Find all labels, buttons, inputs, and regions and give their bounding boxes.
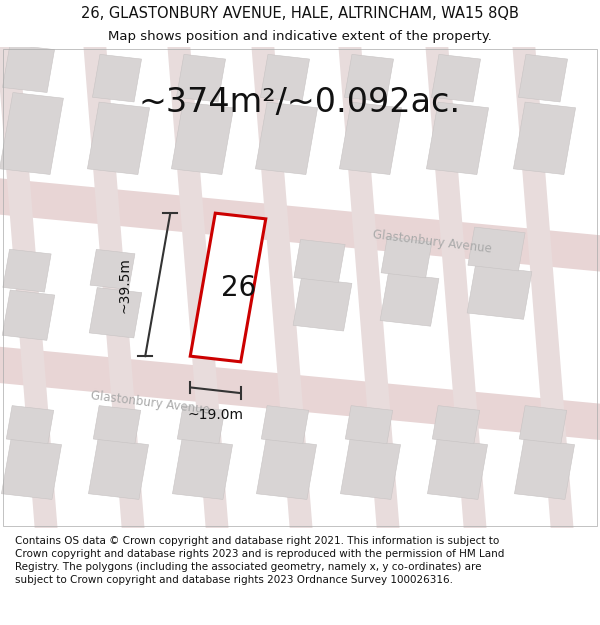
Polygon shape: [172, 439, 233, 499]
Polygon shape: [90, 249, 135, 289]
Polygon shape: [427, 102, 488, 174]
Text: 26, GLASTONBURY AVENUE, HALE, ALTRINCHAM, WA15 8QB: 26, GLASTONBURY AVENUE, HALE, ALTRINCHAM…: [81, 6, 519, 21]
Text: ~374m²/~0.092ac.: ~374m²/~0.092ac.: [139, 86, 461, 119]
Polygon shape: [468, 227, 525, 271]
Polygon shape: [0, 22, 59, 552]
Polygon shape: [514, 439, 575, 499]
Text: 26: 26: [221, 274, 256, 301]
Polygon shape: [293, 278, 352, 331]
Polygon shape: [256, 439, 317, 499]
Polygon shape: [467, 265, 532, 319]
Polygon shape: [432, 406, 480, 444]
Polygon shape: [2, 290, 55, 341]
Polygon shape: [3, 249, 51, 292]
Polygon shape: [340, 102, 401, 174]
Polygon shape: [1, 439, 62, 499]
Polygon shape: [89, 288, 142, 338]
Polygon shape: [0, 176, 600, 274]
Polygon shape: [176, 54, 226, 102]
Polygon shape: [92, 54, 142, 102]
Polygon shape: [172, 102, 233, 174]
Polygon shape: [166, 22, 230, 552]
Polygon shape: [88, 439, 149, 499]
Polygon shape: [256, 102, 317, 174]
Polygon shape: [519, 406, 567, 444]
Polygon shape: [337, 22, 401, 552]
Polygon shape: [82, 22, 146, 552]
Polygon shape: [88, 102, 149, 174]
Text: Glastonbury Avenue: Glastonbury Avenue: [372, 228, 492, 256]
Polygon shape: [424, 22, 488, 552]
Polygon shape: [381, 237, 432, 278]
Polygon shape: [0, 344, 600, 442]
Polygon shape: [177, 406, 225, 444]
Polygon shape: [344, 54, 394, 102]
Polygon shape: [345, 406, 393, 444]
Polygon shape: [250, 22, 314, 552]
Polygon shape: [511, 22, 575, 552]
Polygon shape: [261, 406, 309, 444]
Polygon shape: [380, 273, 439, 326]
Polygon shape: [0, 92, 64, 174]
Polygon shape: [190, 213, 266, 362]
Polygon shape: [340, 439, 401, 499]
Polygon shape: [431, 54, 481, 102]
Polygon shape: [427, 439, 488, 499]
Text: Contains OS data © Crown copyright and database right 2021. This information is : Contains OS data © Crown copyright and d…: [15, 536, 505, 586]
Polygon shape: [518, 54, 568, 102]
Polygon shape: [2, 44, 55, 92]
Polygon shape: [93, 406, 141, 444]
Text: Map shows position and indicative extent of the property.: Map shows position and indicative extent…: [108, 30, 492, 43]
Polygon shape: [514, 102, 575, 174]
Polygon shape: [260, 54, 310, 102]
Text: Glastonbury Avenue: Glastonbury Avenue: [90, 389, 210, 417]
Polygon shape: [294, 239, 345, 282]
Text: ~19.0m: ~19.0m: [187, 408, 244, 422]
Text: ~39.5m: ~39.5m: [118, 257, 132, 312]
Polygon shape: [6, 406, 54, 444]
